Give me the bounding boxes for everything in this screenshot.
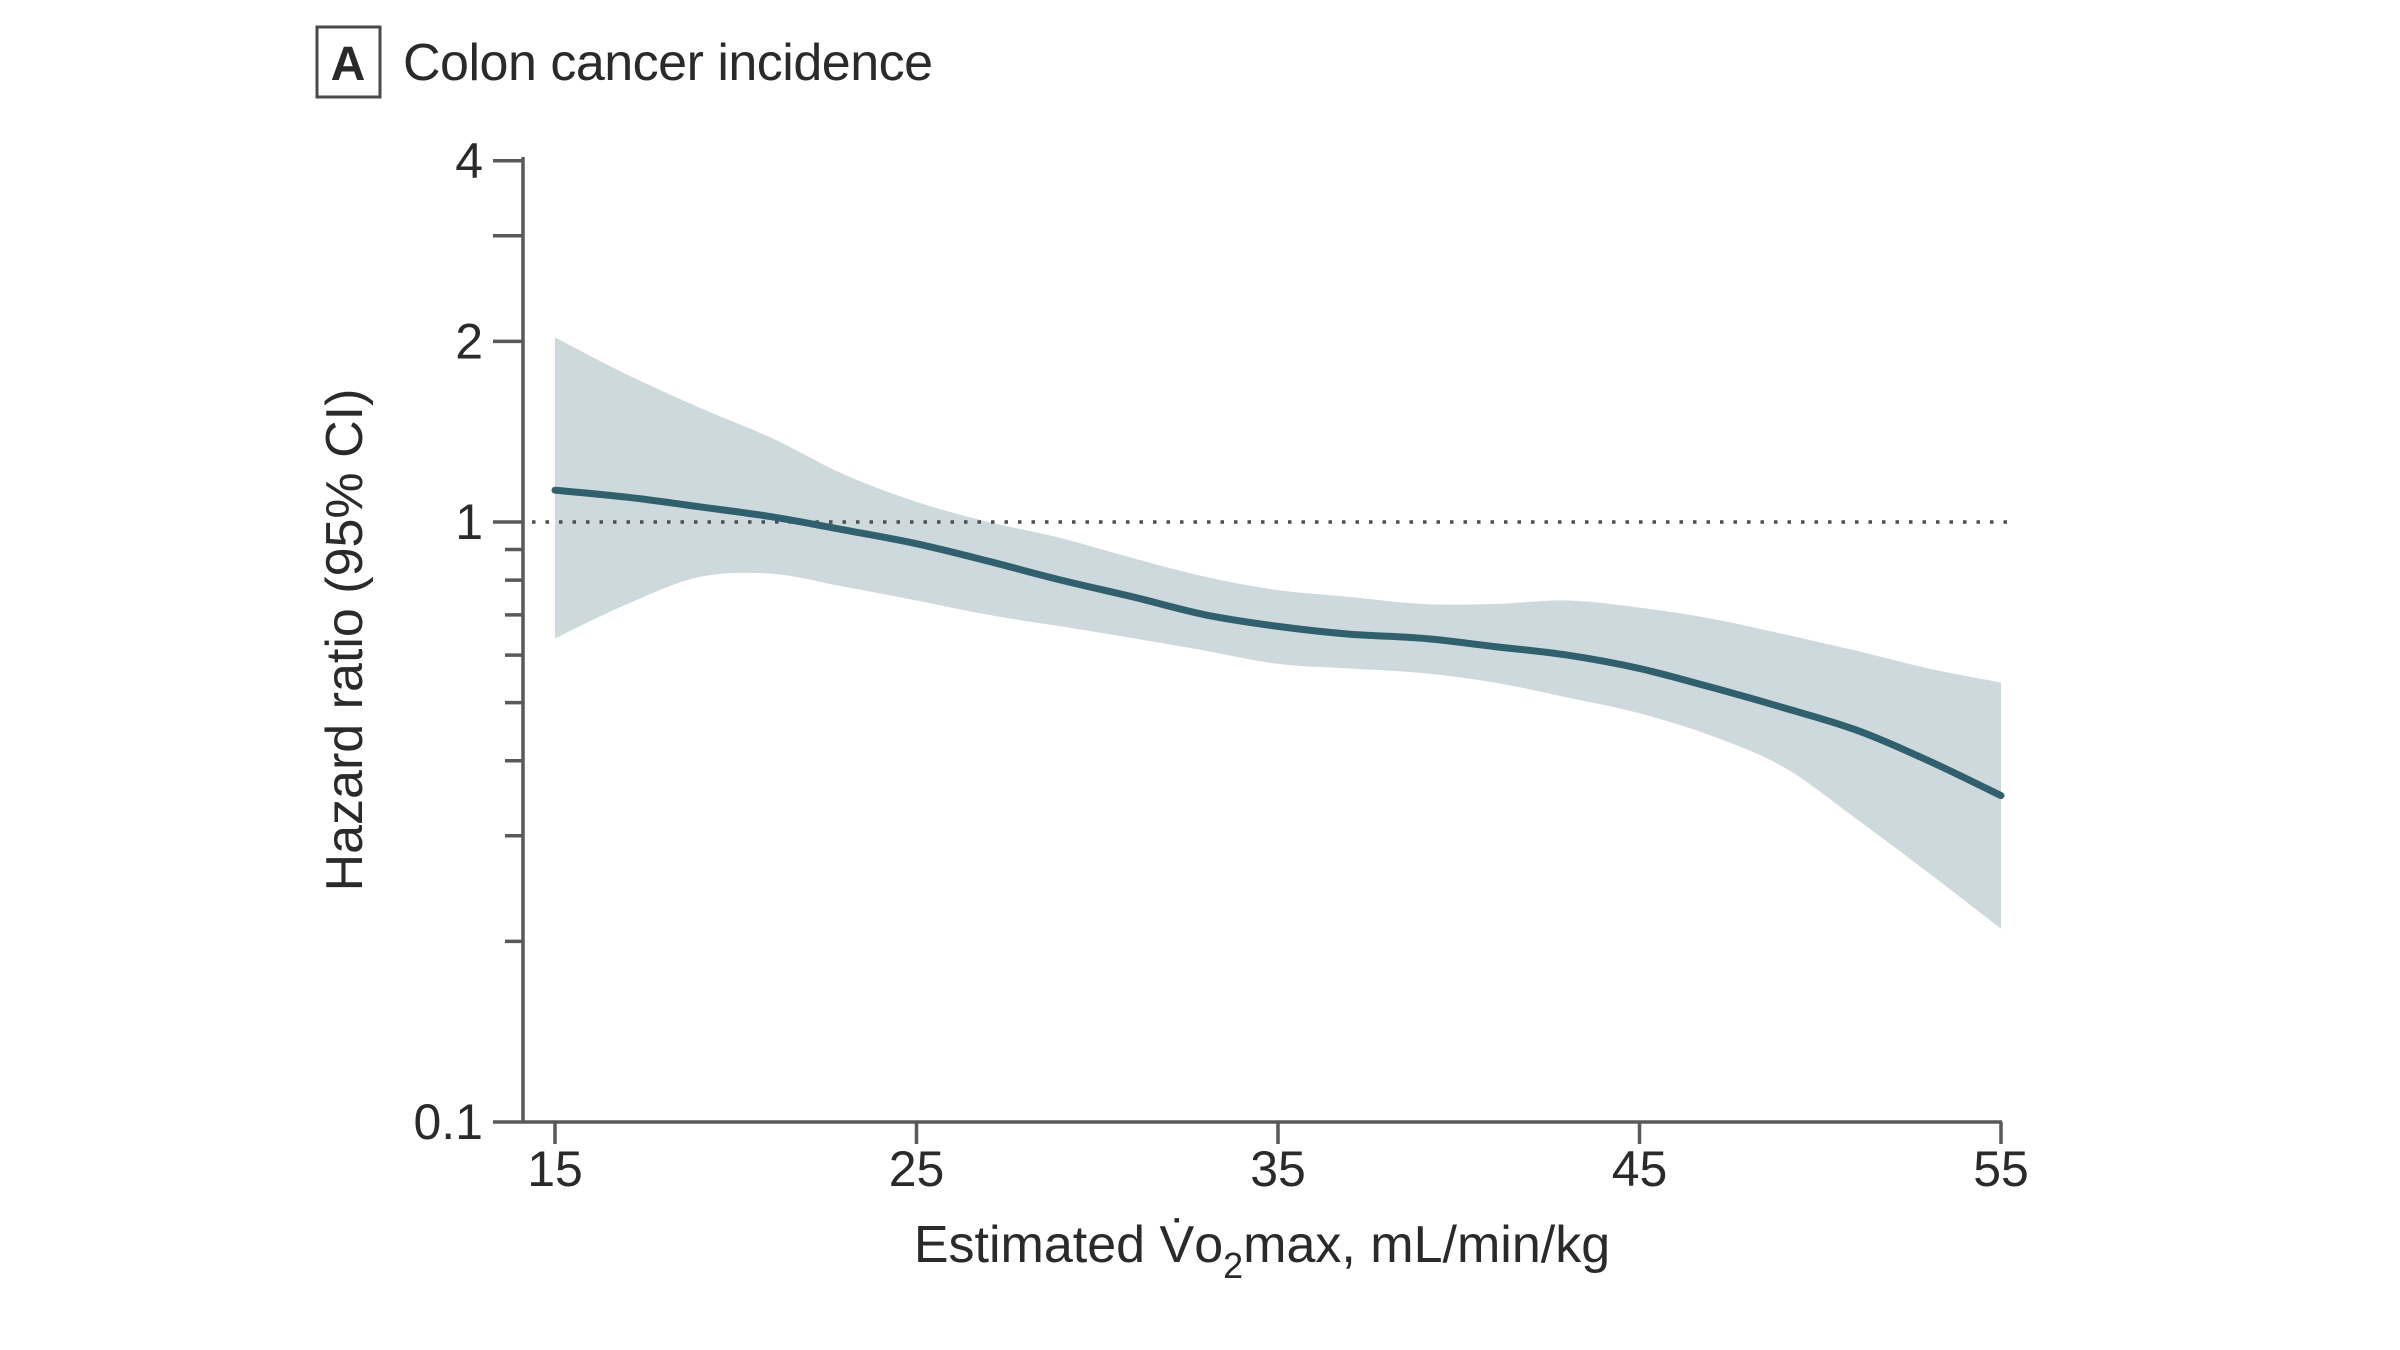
y-tick-label: 1 <box>455 494 483 550</box>
y-axis-ticks <box>493 159 523 1124</box>
hazard-ratio-curve <box>551 486 2005 800</box>
y-tick-label: 4 <box>455 133 483 189</box>
x-axis-tick-labels: 15 25 35 45 55 <box>527 1141 2029 1197</box>
panel-label: A <box>331 38 366 91</box>
x-axis-title: Estimated V̇o2max, mL/min/kg <box>914 1216 1610 1286</box>
x-axis-title-units: max, mL/min/kg <box>1243 1216 1610 1274</box>
x-tick-label: 55 <box>1973 1141 2029 1197</box>
x-axis-ticks <box>553 1122 2003 1144</box>
y-axis-title: Hazard ratio (95% CI) <box>316 389 374 892</box>
x-tick-label: 45 <box>1612 1141 1668 1197</box>
x-tick-label: 35 <box>1250 1141 1306 1197</box>
panel-label-box <box>315 25 382 99</box>
x-tick-label: 25 <box>889 1141 945 1197</box>
y-tick-label: 0.1 <box>413 1094 483 1150</box>
chart-title: Colon cancer incidence <box>403 34 933 92</box>
x-tick-label: 15 <box>527 1141 583 1197</box>
y-axis-tick-labels: 4 2 1 0.1 <box>413 133 483 1150</box>
x-axis-title-subscript: 2 <box>1223 1245 1243 1286</box>
confidence-band <box>555 337 2001 929</box>
y-tick-label: 2 <box>455 313 483 369</box>
x-axis-title-main: Estimated V̇o <box>914 1216 1223 1274</box>
